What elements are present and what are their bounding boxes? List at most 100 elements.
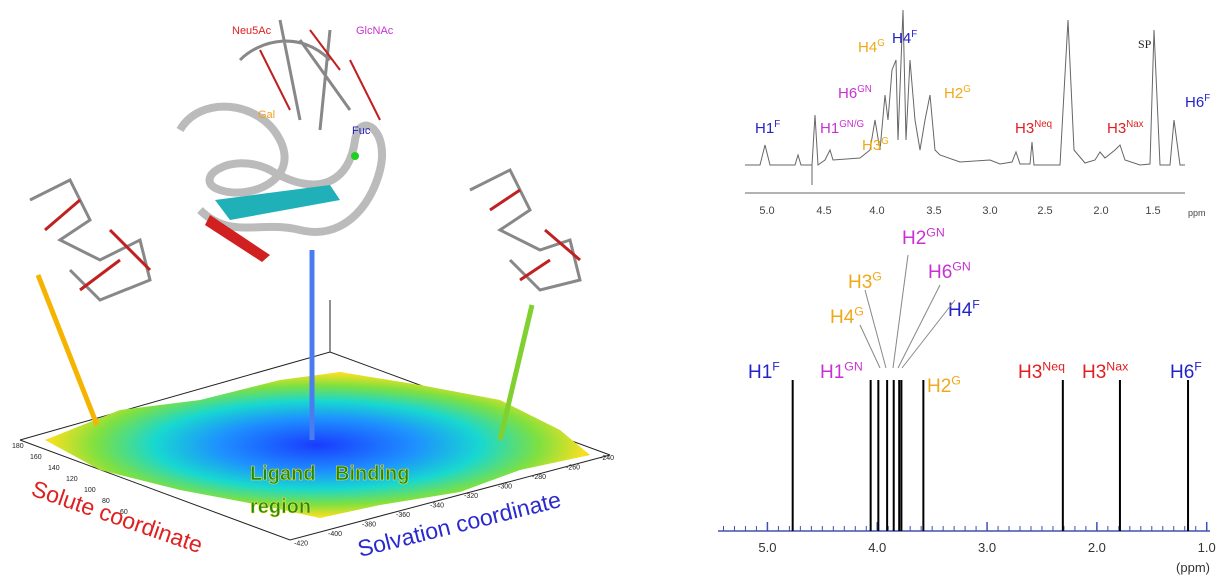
label-sup: Nax <box>1126 119 1143 130</box>
peak-label: H4G <box>830 304 864 328</box>
peak-label: H6GN <box>838 84 872 102</box>
leader-line <box>865 290 886 368</box>
solvation-tick: -280 <box>532 474 546 481</box>
solute-tick: 160 <box>30 454 42 461</box>
peak-label: H1GN <box>820 359 863 383</box>
label-sup: GN <box>844 359 863 373</box>
peak-label: H6F <box>1185 93 1210 111</box>
peak-label: H1F <box>755 119 780 137</box>
solvation-tick: -420 <box>294 541 308 548</box>
peak-label: H3G <box>862 136 889 154</box>
label-base: H3 <box>848 272 872 293</box>
label-base: H2 <box>944 85 963 102</box>
tick-label: 3.0 <box>978 540 996 555</box>
residue-label: GlcNAc <box>356 25 394 37</box>
label-sup: GN <box>926 225 945 239</box>
label-base: H3 <box>1018 362 1042 383</box>
peak-label: H3Neq <box>1015 119 1052 137</box>
label-sup: Neq <box>1042 359 1065 373</box>
label-sup: G <box>881 136 889 147</box>
label-sup: G <box>872 269 882 283</box>
label-sup: GN <box>952 259 971 273</box>
tick-label: 3.5 <box>926 205 941 217</box>
solvation-tick: -400 <box>328 531 342 538</box>
solvation-tick: -240 <box>600 455 614 462</box>
label-base: H4 <box>858 39 877 56</box>
label-base: H3 <box>1107 120 1126 137</box>
region-label: Ligand <box>250 463 316 485</box>
peak-label: H2G <box>944 84 971 102</box>
peak-label: H2G <box>927 373 961 397</box>
leader-line <box>860 325 880 368</box>
label-sup: F <box>911 29 917 40</box>
tick-label: 2.5 <box>1037 205 1052 217</box>
peak-label: H4F <box>892 29 917 47</box>
label-sup: F <box>972 297 980 311</box>
label-base: H6 <box>1185 94 1204 111</box>
tick-label: 1.0 <box>1198 540 1216 555</box>
sp-label: SP <box>1138 37 1152 51</box>
tick-label: 4.5 <box>816 205 831 217</box>
protein <box>180 20 382 262</box>
region-label: Binding <box>335 463 409 485</box>
label-base: H6 <box>928 262 952 283</box>
peak-label: H4F <box>948 297 980 321</box>
solvation-tick: -260 <box>566 465 580 472</box>
label-base: H6 <box>1170 362 1194 383</box>
tick-label: 5.0 <box>758 540 776 555</box>
peak-label: H1F <box>748 359 780 383</box>
residue-label: Gal <box>258 109 275 121</box>
tick-label: 5.0 <box>759 205 774 217</box>
leader-line <box>893 255 908 368</box>
label-base: H1 <box>820 362 844 383</box>
peak-label: H1GN/G <box>820 119 864 137</box>
tick-label: 4.0 <box>868 540 886 555</box>
label-base: H1 <box>755 120 774 137</box>
label-base: H6 <box>838 85 857 102</box>
ligand-right <box>470 170 580 290</box>
tick-label: 3.0 <box>982 205 997 217</box>
label-base: H4 <box>892 30 911 47</box>
figure: Neu5AcGlcNAcGalFuc1801601401201008060-24… <box>0 0 1224 578</box>
unit-label: ppm <box>1188 208 1206 218</box>
label-sup: F <box>772 359 780 373</box>
label-sup: F <box>1204 93 1210 104</box>
solvation-tick: -380 <box>362 522 376 529</box>
label-sup: F <box>1194 359 1202 373</box>
label-sup: GN/G <box>839 119 864 130</box>
peak-label: H3Nax <box>1107 119 1144 137</box>
ligand-left <box>30 180 150 300</box>
label-base: H1 <box>748 362 772 383</box>
peak-label: H4G <box>858 38 885 56</box>
label-base: H4 <box>830 307 855 328</box>
label-sup: G <box>877 38 885 49</box>
label-sup: Neq <box>1034 119 1052 130</box>
label-sup: GN <box>857 84 872 95</box>
tick-label: 1.5 <box>1145 205 1160 217</box>
energy-surface <box>45 372 590 518</box>
leader-line <box>902 300 955 368</box>
label-base: H2 <box>927 376 951 397</box>
label-sup: G <box>963 84 971 95</box>
solvation-tick: -360 <box>396 512 410 519</box>
stick-spectrum: 5.04.03.02.01.0(ppm)H1FH1GNH4GH3GH2GNH6G… <box>718 225 1216 575</box>
peak-label: H3Nax <box>1082 359 1129 383</box>
solvation-tick: -320 <box>464 493 478 500</box>
residue-label: Fuc <box>352 125 371 137</box>
solute-tick: 180 <box>12 443 24 450</box>
region-label: region <box>250 496 311 518</box>
solvation-tick: -340 <box>430 503 444 510</box>
unit-label: (ppm) <box>1176 560 1210 575</box>
label-base: H3 <box>1015 120 1034 137</box>
solute-tick: 140 <box>48 465 60 472</box>
tick-label: 2.0 <box>1093 205 1108 217</box>
label-sup: Nax <box>1106 359 1129 373</box>
solute-tick: 120 <box>66 476 78 483</box>
label-base: H1 <box>820 120 839 137</box>
label-sup: F <box>774 119 780 130</box>
peak-label: H2GN <box>902 225 945 249</box>
peak-label: H3G <box>848 269 882 293</box>
label-base: H2 <box>902 228 926 249</box>
label-base: H3 <box>862 137 881 154</box>
